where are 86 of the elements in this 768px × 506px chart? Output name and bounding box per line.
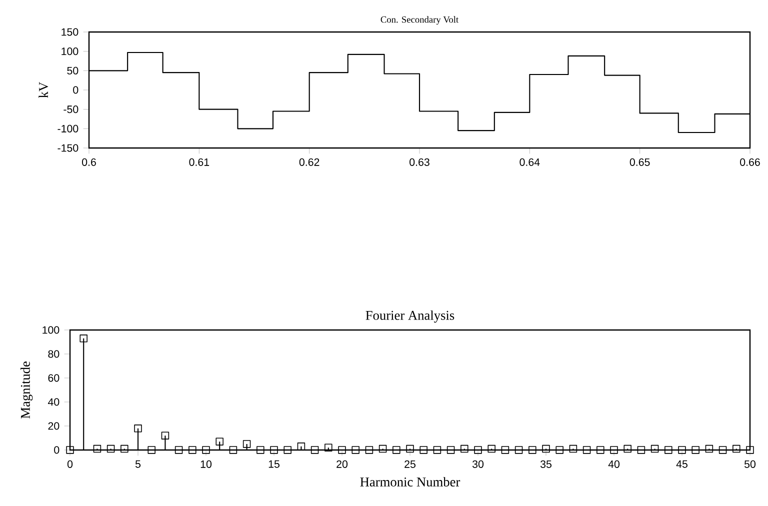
point bbox=[514, 446, 523, 454]
y-tick-label: -150 bbox=[58, 144, 78, 152]
x-axis-title: Harmonic Number bbox=[360, 477, 460, 486]
y-tick-label: -50 bbox=[64, 106, 78, 114]
point bbox=[664, 446, 672, 454]
point bbox=[406, 444, 414, 453]
point bbox=[692, 446, 700, 454]
point bbox=[297, 442, 306, 450]
point bbox=[650, 444, 659, 453]
point bbox=[446, 446, 455, 454]
point bbox=[542, 444, 550, 453]
x-tick-label: 0.64 bbox=[520, 158, 540, 166]
point bbox=[310, 446, 319, 454]
x-tick-label: 15 bbox=[268, 460, 280, 468]
point bbox=[324, 444, 332, 452]
point bbox=[270, 446, 278, 454]
y-tick-label: 20 bbox=[48, 422, 60, 430]
x-tick-label: 0.61 bbox=[189, 158, 210, 166]
point bbox=[188, 446, 196, 454]
y-tick-label: 40 bbox=[48, 398, 60, 406]
point bbox=[556, 446, 564, 454]
y-axis-title: Magnitude bbox=[20, 362, 33, 418]
point bbox=[161, 432, 170, 440]
x-tick-label: 35 bbox=[540, 460, 552, 468]
point bbox=[256, 446, 264, 454]
point bbox=[678, 446, 686, 454]
chart-title: Con. Secondary Volt bbox=[380, 16, 459, 25]
point bbox=[718, 446, 727, 454]
point bbox=[528, 446, 536, 454]
point bbox=[637, 446, 646, 454]
x-tick-label: 25 bbox=[404, 460, 416, 468]
point bbox=[488, 444, 496, 453]
x-tick-label: 30 bbox=[472, 460, 484, 468]
point bbox=[501, 446, 510, 454]
x-tick-label: 0.6 bbox=[82, 158, 96, 166]
point bbox=[596, 446, 604, 454]
point bbox=[746, 446, 754, 454]
y-tick-label: 100 bbox=[42, 326, 60, 334]
point bbox=[582, 446, 591, 454]
chart-title: Fourier Analysis bbox=[366, 310, 454, 323]
point bbox=[148, 446, 156, 454]
point bbox=[474, 446, 482, 454]
point bbox=[433, 446, 442, 454]
point bbox=[106, 444, 115, 453]
y-tick-label: 150 bbox=[62, 28, 78, 36]
x-tick-label: 5 bbox=[135, 460, 141, 468]
point bbox=[338, 446, 346, 454]
y-tick-label: 100 bbox=[62, 48, 78, 56]
point bbox=[460, 444, 468, 453]
point bbox=[420, 446, 428, 454]
point bbox=[705, 444, 714, 453]
point bbox=[134, 424, 142, 432]
x-tick-label: 20 bbox=[336, 460, 348, 468]
point bbox=[732, 444, 740, 453]
x-tick-label: 0.63 bbox=[410, 158, 430, 166]
point bbox=[174, 446, 183, 454]
y-tick-label: 80 bbox=[48, 350, 60, 358]
x-tick-label: 50 bbox=[744, 460, 756, 468]
point bbox=[216, 438, 224, 446]
point bbox=[80, 334, 88, 342]
point bbox=[624, 444, 632, 453]
x-tick-label: 10 bbox=[200, 460, 212, 468]
point bbox=[242, 440, 251, 448]
point bbox=[378, 444, 387, 453]
y-tick-label: 60 bbox=[48, 374, 60, 382]
point bbox=[569, 444, 578, 453]
y-tick-label: 0 bbox=[54, 446, 60, 454]
x-tick-label: 0.66 bbox=[740, 158, 760, 166]
x-tick-label: 0.65 bbox=[630, 158, 650, 166]
y-axis-title: kV bbox=[38, 82, 48, 98]
x-tick-label: 40 bbox=[608, 460, 620, 468]
point bbox=[284, 446, 292, 454]
point bbox=[392, 446, 400, 454]
point bbox=[610, 446, 618, 454]
point bbox=[66, 446, 74, 454]
y-tick-label: 0 bbox=[73, 86, 78, 94]
point bbox=[365, 446, 374, 454]
x-tick-label: 45 bbox=[676, 460, 688, 468]
point bbox=[352, 446, 360, 454]
point bbox=[120, 444, 128, 453]
point bbox=[93, 444, 102, 453]
point bbox=[229, 446, 238, 454]
point bbox=[202, 446, 210, 454]
y-tick-label: -100 bbox=[58, 124, 78, 132]
x-tick-label: 0.62 bbox=[299, 158, 320, 166]
y-tick-label: 50 bbox=[67, 66, 78, 74]
